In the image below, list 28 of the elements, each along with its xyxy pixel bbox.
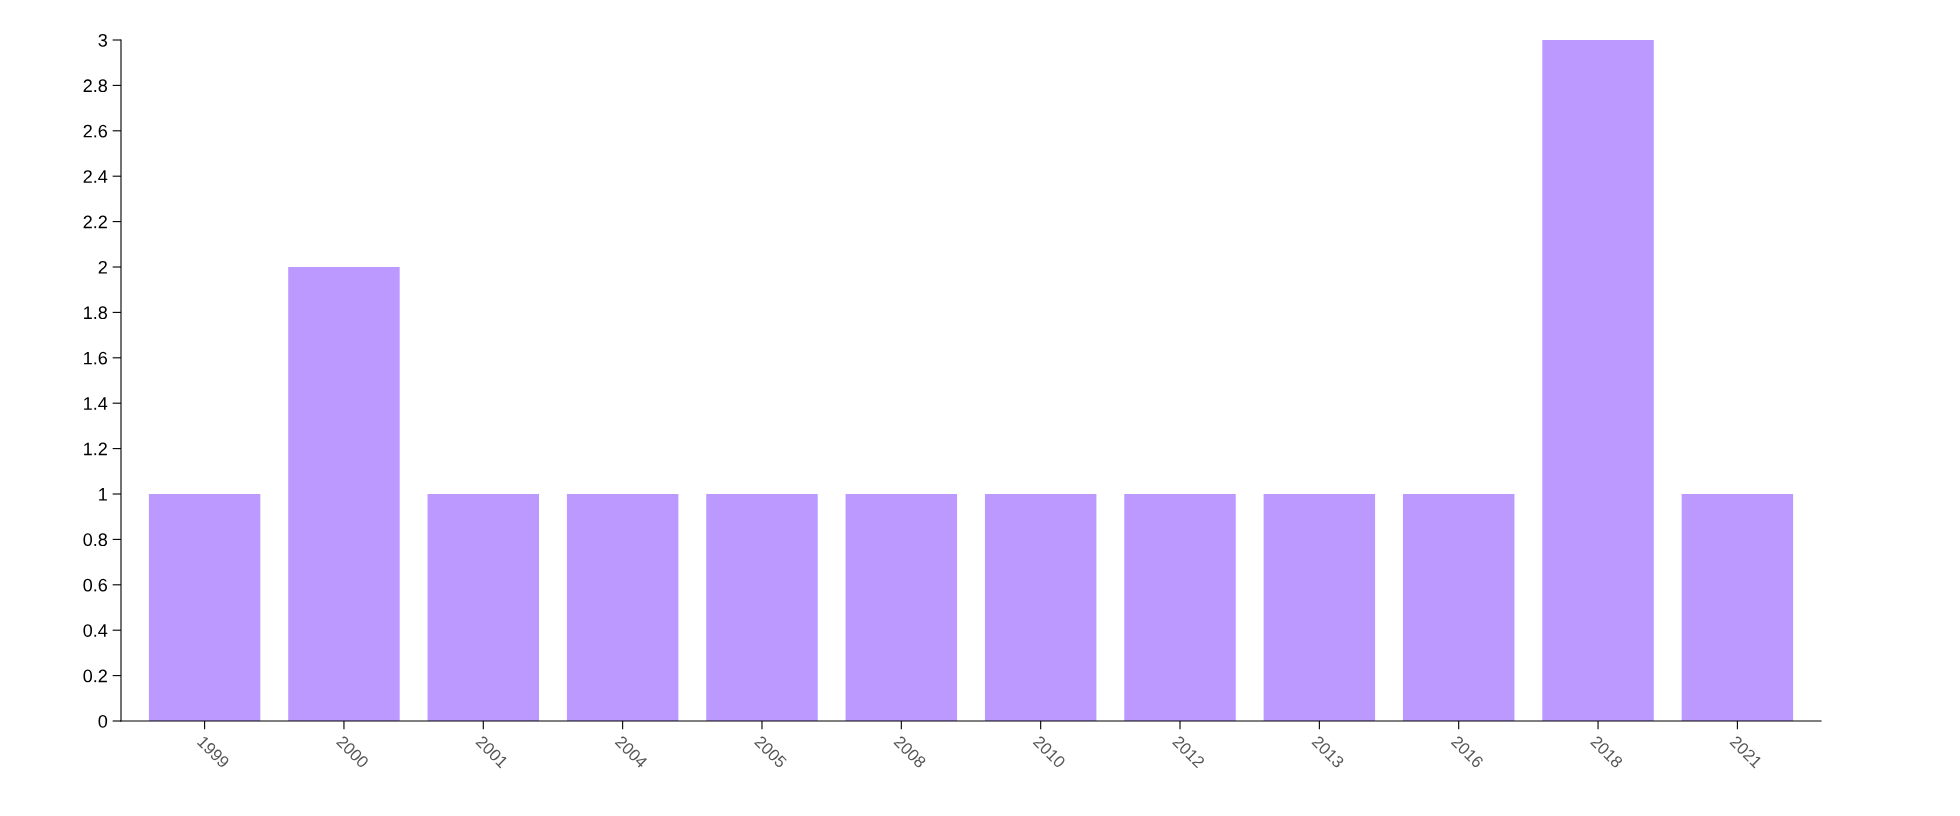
y-tick-label: 0.4	[83, 624, 108, 637]
y-tick-label: 2.4	[83, 170, 108, 183]
y-tick-label: 1	[99, 488, 107, 501]
bar	[427, 494, 540, 721]
y-tick-label: 3	[98, 33, 108, 47]
y-tick-label: 1.4	[84, 397, 108, 410]
y-tick-label: 2	[98, 260, 107, 274]
y-tick-label: 0.2	[83, 669, 107, 683]
y-tick-label: 2.8	[83, 79, 108, 93]
bar	[1681, 494, 1794, 721]
y-tick-label: 2.2	[83, 215, 107, 229]
bar	[566, 494, 679, 721]
bar	[1124, 494, 1236, 721]
bar	[148, 494, 261, 721]
bar	[984, 494, 1097, 721]
y-tick-label: 1.8	[84, 306, 108, 320]
bar	[1263, 494, 1376, 721]
bar	[288, 267, 400, 721]
y-tick-label: 1.6	[84, 351, 108, 365]
y-tick-label: 0.8	[83, 533, 108, 547]
bar	[706, 494, 818, 721]
bar	[845, 494, 958, 721]
y-tick-label: 0.6	[83, 578, 108, 592]
bar	[1542, 40, 1654, 721]
y-tick-label: 0	[98, 714, 108, 728]
y-tick-label: 2.6	[83, 124, 108, 138]
bar	[1402, 494, 1515, 721]
y-tick-label: 1.2	[84, 442, 107, 456]
